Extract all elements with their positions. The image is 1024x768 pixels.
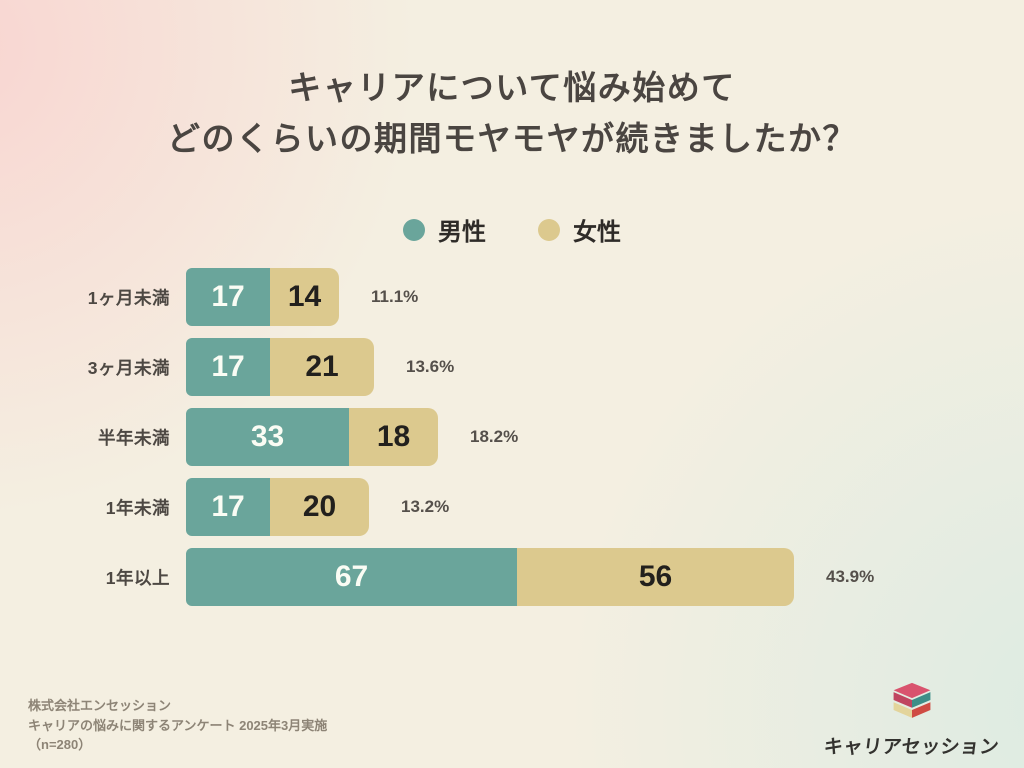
stacked-bar: 67 56 xyxy=(186,548,794,606)
bar-segment-女性: 56 xyxy=(517,548,794,606)
bar-segment-女性: 18 xyxy=(349,408,438,466)
bar-segment-男性: 33 xyxy=(186,408,349,466)
legend-swatch-icon xyxy=(403,218,425,241)
percent-label: 43.9% xyxy=(826,567,875,586)
source-line-3: （n=280） xyxy=(28,737,92,752)
bar-segment-女性: 21 xyxy=(270,338,374,396)
chart-row: 3ヶ月未満 17 21 13.6% xyxy=(0,338,1024,396)
percent-label: 13.6% xyxy=(406,357,455,376)
stacked-bar: 17 21 xyxy=(186,338,374,396)
bar-segment-女性: 14 xyxy=(270,268,339,326)
percent-label: 11.1% xyxy=(371,287,419,306)
category-label: 半年未満 xyxy=(98,427,170,448)
bar-segment-男性: 17 xyxy=(186,478,270,536)
legend-label: 男性 xyxy=(438,219,486,246)
stacked-bar: 17 14 xyxy=(186,268,339,326)
chart-row: 1年以上 67 56 43.9% xyxy=(0,548,1024,606)
source-line-1: 株式会社エンセッション xyxy=(28,698,172,713)
legend-swatch-icon xyxy=(538,218,560,241)
page-title: キャリアについて悩み始めてどのくらいの期間モヤモヤが続きましたか？ xyxy=(0,62,1024,164)
bar-segment-女性: 20 xyxy=(270,478,369,536)
category-label: 1ヶ月未満 xyxy=(87,287,170,308)
stacked-bar: 33 18 xyxy=(186,408,438,466)
brand-logo-text: キャリアセッション xyxy=(822,737,1001,758)
title-line-1: キャリアについて悩み始めて xyxy=(288,69,736,106)
legend-item-1: 女性 xyxy=(538,212,621,247)
stacked-bar: 17 20 xyxy=(186,478,369,536)
brand-logo: キャリアセッション xyxy=(822,682,1002,759)
bar-segment-男性: 17 xyxy=(186,338,270,396)
bar-segment-男性: 67 xyxy=(186,548,517,606)
bar-segment-男性: 17 xyxy=(186,268,270,326)
category-label: 3ヶ月未満 xyxy=(87,357,170,378)
bar-chart: 1ヶ月未満 17 14 11.1% 3ヶ月未満 17 21 13.6% 半年未満 33 18 18.2… xyxy=(0,268,1024,618)
title-line-2: どのくらいの期間モヤモヤが続きましたか？ xyxy=(167,120,857,158)
source-line-2: キャリアの悩みに関するアンケート 2025年3月実施 xyxy=(28,717,328,733)
chart-legend: 男性 女性 xyxy=(0,212,1024,247)
chart-row: 半年未満 33 18 18.2% xyxy=(0,408,1024,466)
category-label: 1年以上 xyxy=(105,567,170,588)
legend-item-0: 男性 xyxy=(403,212,486,247)
percent-label: 13.2% xyxy=(401,497,450,516)
chart-row: 1ヶ月未満 17 14 11.1% xyxy=(0,268,1024,326)
brand-logo-icon xyxy=(893,682,931,718)
percent-label: 18.2% xyxy=(470,427,519,446)
category-label: 1年未満 xyxy=(105,497,170,518)
source-note: 株式会社エンセッション キャリアの悩みに関するアンケート 2025年3月実施 （… xyxy=(28,696,327,755)
legend-label: 女性 xyxy=(573,219,621,246)
chart-row: 1年未満 17 20 13.2% xyxy=(0,478,1024,536)
